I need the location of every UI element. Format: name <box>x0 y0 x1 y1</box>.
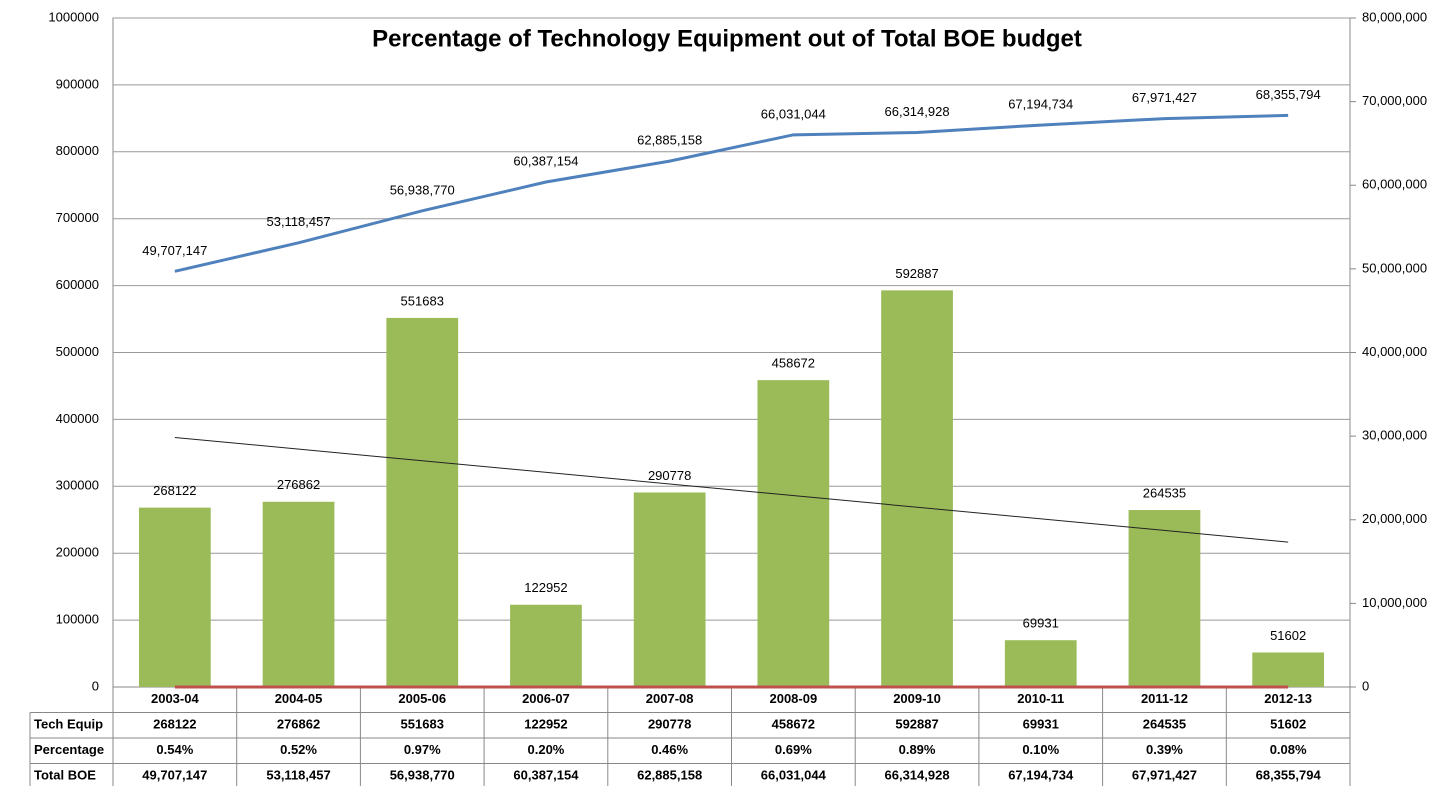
data-label: 53,118,457 <box>266 214 330 229</box>
data-label: 49,707,147 <box>142 243 207 258</box>
table-cell: 0.89% <box>899 742 936 757</box>
y2-tick-label: 60,000,000 <box>1362 177 1427 192</box>
bar <box>881 290 953 687</box>
table-cell: 592887 <box>895 717 938 732</box>
bar <box>633 492 706 687</box>
bar <box>1004 640 1077 687</box>
data-label: 60,387,154 <box>513 153 578 168</box>
data-label: 66,314,928 <box>885 104 950 119</box>
table-cell: 67,194,734 <box>1008 768 1074 783</box>
table-cell: 60,387,154 <box>513 768 579 783</box>
data-label: 551683 <box>401 293 444 308</box>
y2-tick-label: 40,000,000 <box>1362 344 1427 359</box>
bar <box>757 380 830 687</box>
y-tick-label: 100000 <box>56 612 99 627</box>
x-tick-label: 2009-10 <box>893 691 941 706</box>
x-tick-label: 2010-11 <box>1017 691 1064 706</box>
data-label: 268122 <box>153 483 196 498</box>
data-label: 56,938,770 <box>390 182 455 197</box>
y2-tick-label: 20,000,000 <box>1362 511 1427 526</box>
table-cell: 62,885,158 <box>637 768 702 783</box>
bar <box>1128 510 1201 687</box>
data-label: 69931 <box>1023 616 1059 631</box>
y-tick-label: 800000 <box>56 143 99 158</box>
x-tick-label: 2007-08 <box>646 691 694 706</box>
y-tick-label: 600000 <box>56 277 99 292</box>
y2-tick-label: 50,000,000 <box>1362 260 1427 275</box>
table-cell: 51602 <box>1270 717 1306 732</box>
table-cell: 122952 <box>524 717 567 732</box>
y-tick-label: 900000 <box>56 76 99 91</box>
table-row-label: Percentage <box>34 742 104 757</box>
bar <box>262 501 335 687</box>
x-tick-label: 2008-09 <box>769 691 817 706</box>
data-label: 51602 <box>1270 628 1306 643</box>
data-label: 290778 <box>648 468 691 483</box>
table-cell: 0.10% <box>1022 742 1059 757</box>
table-cell: 0.20% <box>528 742 565 757</box>
table-cell: 264535 <box>1143 717 1186 732</box>
x-tick-label: 2012-13 <box>1264 691 1312 706</box>
y-tick-label: 300000 <box>56 478 99 493</box>
table-cell: 276862 <box>277 717 320 732</box>
table-row-label: Total BOE <box>34 768 96 783</box>
table-cell: 56,938,770 <box>390 768 455 783</box>
y-tick-label: 0 <box>92 678 99 693</box>
x-tick-label: 2006-07 <box>522 691 570 706</box>
y-tick-label: 1000000 <box>48 9 99 24</box>
x-tick-label: 2005-06 <box>398 691 446 706</box>
y-tick-label: 700000 <box>56 210 99 225</box>
data-label: 67,194,734 <box>1008 97 1073 112</box>
table-cell: 0.54% <box>156 742 193 757</box>
y-tick-label: 400000 <box>56 411 99 426</box>
data-label: 458672 <box>772 356 815 371</box>
table-cell: 551683 <box>401 717 444 732</box>
table-cell: 0.97% <box>404 742 441 757</box>
table-cell: 0.69% <box>775 742 812 757</box>
x-tick-label: 2011-12 <box>1141 691 1188 706</box>
table-cell: 69931 <box>1023 717 1059 732</box>
table-cell: 268122 <box>153 717 196 732</box>
table-row-label: Tech Equip <box>34 717 103 732</box>
data-label: 276862 <box>277 477 320 492</box>
data-label: 592887 <box>895 266 938 281</box>
y2-tick-label: 30,000,000 <box>1362 428 1427 443</box>
table-cell: 0.52% <box>280 742 317 757</box>
bar <box>1252 652 1325 687</box>
data-label: 62,885,158 <box>637 133 702 148</box>
y-tick-label: 500000 <box>56 344 99 359</box>
table-cell: 67,971,427 <box>1132 768 1197 783</box>
table-cell: 66,031,044 <box>761 768 827 783</box>
table-cell: 68,355,794 <box>1256 768 1322 783</box>
x-tick-label: 2004-05 <box>275 691 323 706</box>
trendline <box>174 436 1289 543</box>
y2-tick-label: 80,000,000 <box>1362 9 1427 24</box>
y2-tick-label: 0 <box>1362 678 1369 693</box>
table-cell: 290778 <box>648 717 691 732</box>
bar <box>138 507 211 687</box>
table-cell: 53,118,457 <box>266 768 330 783</box>
bar <box>386 317 459 687</box>
table-cell: 49,707,147 <box>142 768 207 783</box>
table-cell: 0.39% <box>1146 742 1183 757</box>
table-cell: 0.08% <box>1270 742 1307 757</box>
x-tick-label: 2003-04 <box>151 691 199 706</box>
table-cell: 0.46% <box>651 742 688 757</box>
data-label: 264535 <box>1143 485 1186 500</box>
y2-tick-label: 10,000,000 <box>1362 595 1427 610</box>
data-label: 68,355,794 <box>1256 87 1321 102</box>
data-label: 67,971,427 <box>1132 90 1197 105</box>
y2-tick-label: 70,000,000 <box>1362 93 1427 108</box>
chart-title: Percentage of Technology Equipment out o… <box>372 25 1082 52</box>
data-label: 66,031,044 <box>761 106 826 121</box>
y-tick-label: 200000 <box>56 545 99 560</box>
data-label: 122952 <box>524 580 567 595</box>
bar <box>510 604 582 687</box>
line <box>174 113 1289 273</box>
table-cell: 66,314,928 <box>885 768 950 783</box>
table-cell: 458672 <box>772 717 815 732</box>
